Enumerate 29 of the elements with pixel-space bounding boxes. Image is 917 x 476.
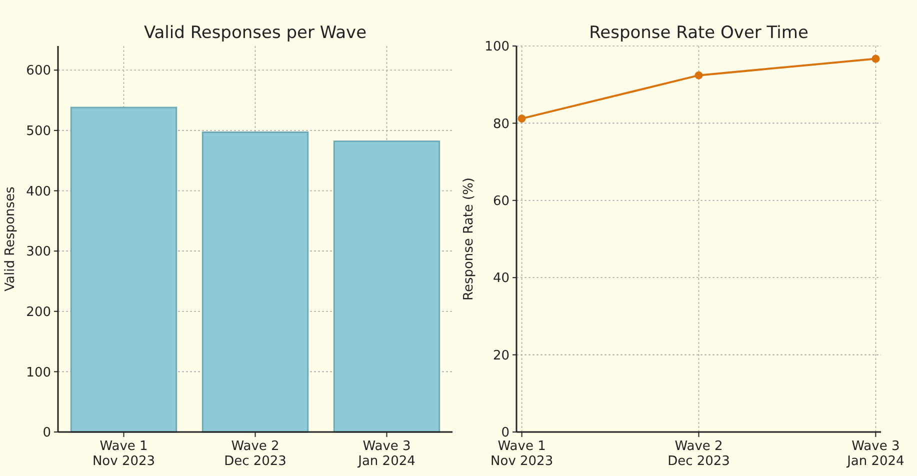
y-tick-label: 0 (501, 426, 510, 441)
x-tick-label: Wave 1 Nov 2023 (92, 439, 156, 469)
y-tick-label: 600 (26, 64, 51, 79)
x-tick-label: Wave 2 Dec 2023 (668, 439, 730, 469)
y-tick-label: 400 (26, 184, 51, 200)
bar (70, 106, 178, 433)
y-tick-label: 0 (42, 426, 51, 441)
y-tick-label: 100 (484, 40, 510, 55)
y-tick-label: 500 (26, 124, 51, 139)
bar (202, 131, 309, 433)
y-axis-title: Response Rate (%) (462, 177, 476, 301)
y-axis-title: Valid Responses (3, 186, 18, 292)
x-tick-label: Wave 1 Nov 2023 (490, 439, 554, 469)
y-tick-label: 200 (26, 304, 51, 320)
bar (333, 140, 440, 433)
chart-title: Response Rate Over Time (589, 23, 808, 43)
x-tick-label: Wave 3 Jan 2024 (846, 439, 904, 469)
point (872, 54, 880, 63)
point (694, 71, 703, 80)
y-tick-label: 20 (492, 348, 510, 364)
x-tick-label: Wave 3 Jan 2024 (357, 439, 416, 469)
y-tick-label: 300 (26, 244, 51, 260)
y-tick-label: 40 (492, 271, 510, 286)
y-tick-label: 60 (492, 194, 510, 209)
y-tick-label: 80 (492, 116, 510, 132)
y-tick-label: 100 (26, 365, 51, 380)
x-tick-label: Wave 2 Dec 2023 (224, 439, 286, 469)
point (518, 114, 526, 123)
chart-title: Valid Responses per Wave (144, 23, 367, 43)
